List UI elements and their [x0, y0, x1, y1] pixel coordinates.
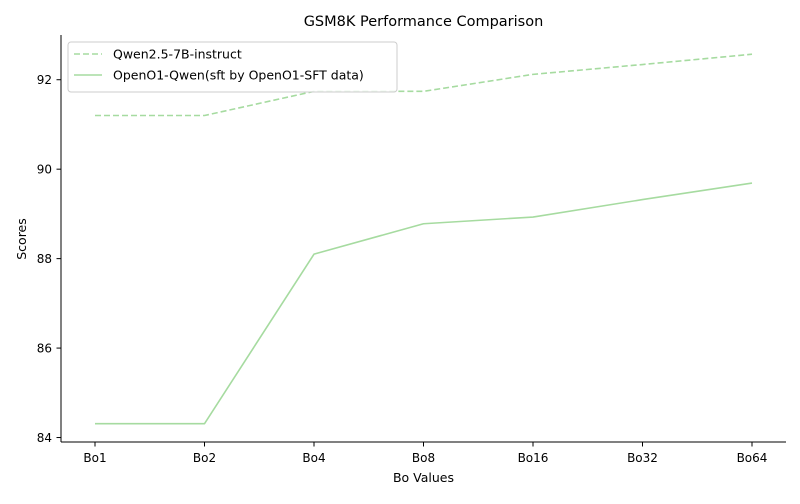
- x-axis-label: Bo Values: [393, 470, 454, 485]
- x-tick-label: Bo8: [412, 451, 435, 465]
- series-lines: [95, 54, 752, 423]
- y-tick-label: 84: [37, 431, 52, 445]
- x-tick-label: Bo2: [193, 451, 216, 465]
- y-tick-label: 86: [37, 342, 52, 356]
- x-axis-ticks: Bo1 Bo2 Bo4 Bo8 Bo16 Bo32 Bo64: [83, 442, 767, 465]
- y-tick-label: 90: [37, 163, 52, 177]
- x-tick-label: Bo1: [83, 451, 106, 465]
- y-tick-label: 92: [37, 73, 52, 87]
- y-axis-label: Scores: [14, 218, 29, 260]
- plot-area: 84 86 88 90 92 Bo1 Bo2 Bo4 Bo8 Bo16 Bo32 Bo64: [37, 35, 786, 465]
- y-axis-ticks: 84 86 88 90 92: [37, 73, 61, 445]
- series-line-openo1: [95, 183, 752, 424]
- legend-label-qwen: Qwen2.5-7B-instruct: [113, 47, 242, 62]
- x-tick-label: Bo4: [302, 451, 325, 465]
- x-tick-label: Bo64: [737, 451, 768, 465]
- legend: Qwen2.5-7B-instruct OpenO1-Qwen(sft by O…: [68, 42, 397, 92]
- legend-label-openo1: OpenO1-Qwen(sft by OpenO1-SFT data): [113, 68, 364, 83]
- y-tick-label: 88: [37, 252, 52, 266]
- x-tick-label: Bo16: [518, 451, 549, 465]
- x-tick-label: Bo32: [627, 451, 658, 465]
- chart-title: GSM8K Performance Comparison: [304, 14, 544, 30]
